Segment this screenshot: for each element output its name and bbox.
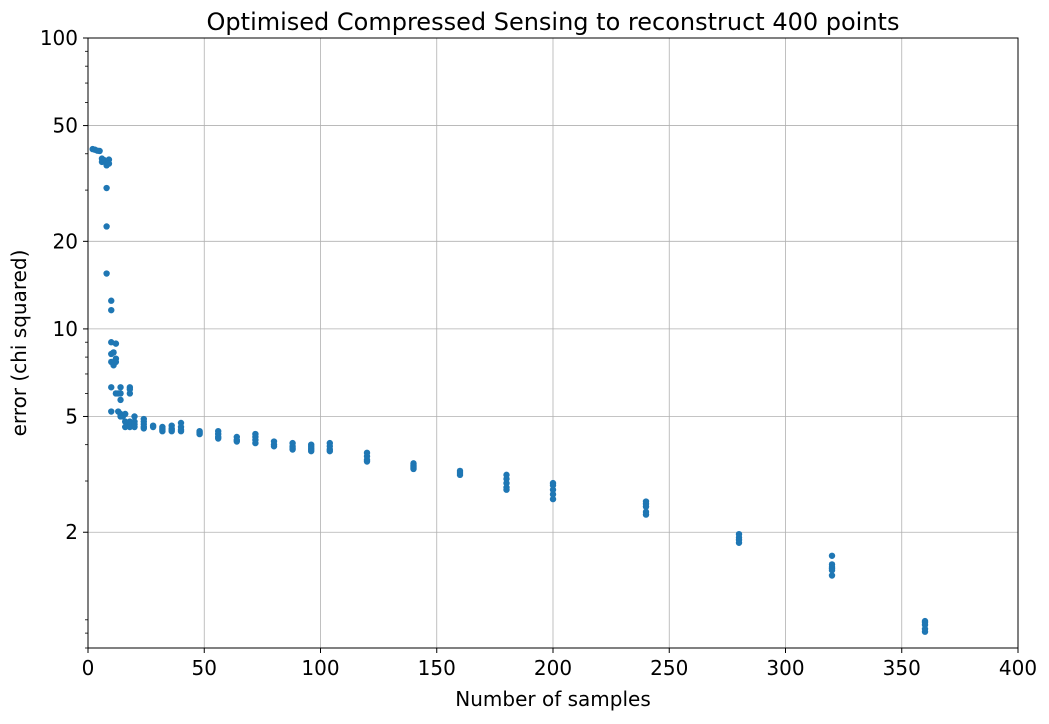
data-point <box>122 410 129 418</box>
data-point <box>105 160 113 167</box>
data-point <box>103 270 110 277</box>
data-point <box>110 349 117 356</box>
data-point <box>196 430 203 438</box>
data-point <box>308 447 315 455</box>
data-point <box>215 435 222 442</box>
grid <box>87 37 1019 648</box>
data-point <box>503 486 510 493</box>
data-point <box>642 511 650 518</box>
y-tick-label: 2 <box>65 520 78 544</box>
data-point <box>549 495 557 503</box>
data-point <box>456 471 464 479</box>
data-point <box>252 439 259 447</box>
data-point <box>363 458 371 465</box>
data-point <box>828 572 836 579</box>
data-point <box>233 438 240 445</box>
x-tick-label: 400 <box>999 656 1037 680</box>
data-point <box>735 539 743 546</box>
data-point <box>126 423 134 431</box>
data-point <box>410 465 417 473</box>
data-point <box>112 340 120 347</box>
data-point <box>108 408 115 415</box>
y-tick-label: 50 <box>53 114 78 138</box>
data-point <box>549 491 557 498</box>
data-point <box>149 423 157 431</box>
x-tick-label: 0 <box>82 656 95 680</box>
data-point <box>177 427 185 435</box>
data-point <box>642 503 650 510</box>
y-tick-label: 10 <box>53 317 78 341</box>
data-point <box>549 482 557 489</box>
x-tick-label: 200 <box>534 656 572 680</box>
data-point <box>921 628 929 635</box>
data-point <box>108 297 115 304</box>
x-tick-label: 50 <box>192 656 217 680</box>
data-point <box>108 384 115 391</box>
data-point <box>270 443 278 450</box>
data-point <box>117 390 124 397</box>
chart-title: Optimised Compressed Sensing to reconstr… <box>207 8 900 36</box>
data-point <box>96 147 103 155</box>
x-tick-label: 250 <box>650 656 688 680</box>
data-point <box>126 390 134 397</box>
data-points <box>89 145 929 635</box>
x-tick-label: 300 <box>766 656 804 680</box>
data-point <box>122 423 129 431</box>
data-point <box>159 427 166 435</box>
y-axis-label: error (chi squared) <box>7 250 31 437</box>
x-axis-label: Number of samples <box>455 687 650 711</box>
x-tick-label: 350 <box>883 656 921 680</box>
x-tick-label: 100 <box>301 656 339 680</box>
data-point <box>549 486 557 493</box>
data-point <box>108 306 115 314</box>
data-point <box>117 384 124 391</box>
data-point <box>103 223 110 230</box>
data-point <box>828 567 836 574</box>
data-point <box>131 413 138 420</box>
y-tick-label: 100 <box>40 26 78 50</box>
axis-ticks: 0 50 100 150 200 250 300 350 400 2 5 10 20 50 100 <box>40 26 1037 680</box>
data-point <box>131 423 138 431</box>
data-point <box>103 184 110 192</box>
data-point <box>168 427 175 435</box>
data-point <box>117 396 124 404</box>
y-tick-label: 5 <box>65 404 78 428</box>
data-point <box>140 425 147 432</box>
data-point <box>326 447 333 455</box>
y-tick-label: 20 <box>53 229 78 253</box>
x-tick-label: 150 <box>418 656 456 680</box>
data-point <box>122 418 129 425</box>
data-point <box>289 446 296 453</box>
data-point <box>112 358 120 366</box>
data-point <box>828 552 836 559</box>
